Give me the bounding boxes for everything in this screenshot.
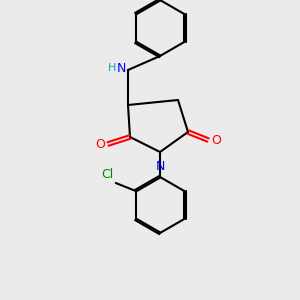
Text: O: O	[95, 137, 105, 151]
Text: H: H	[108, 63, 116, 73]
Text: N: N	[155, 160, 165, 173]
Text: Cl: Cl	[101, 168, 114, 181]
Text: O: O	[211, 134, 221, 146]
Text: N: N	[117, 61, 126, 74]
